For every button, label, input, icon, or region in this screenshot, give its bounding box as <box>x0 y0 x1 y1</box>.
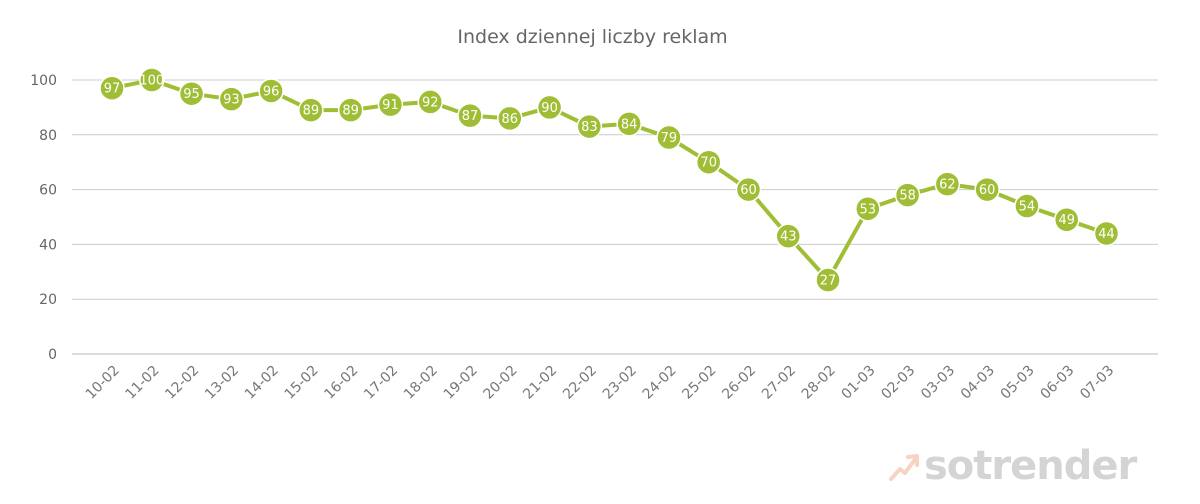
x-tick-label: 14-02 <box>242 363 282 403</box>
y-tick-label: 60 <box>39 183 57 199</box>
x-tick-label: 07-03 <box>1077 363 1117 403</box>
x-tick-label: 16-02 <box>321 363 361 403</box>
x-tick-label: 21-02 <box>520 363 560 403</box>
data-point <box>695 149 722 175</box>
x-tick-label: 02-03 <box>878 363 918 403</box>
data-point <box>258 78 284 104</box>
data-label: 79 <box>661 131 678 146</box>
x-tick-label: 22-02 <box>560 363 600 403</box>
data-point <box>735 176 762 203</box>
data-point <box>1053 206 1080 233</box>
data-label: 60 <box>979 183 996 198</box>
y-axis-ticks: 0 20 40 60 80 100 <box>30 73 57 363</box>
data-label: 43 <box>780 230 797 245</box>
data-label: 53 <box>860 202 877 217</box>
data-label: 91 <box>382 98 399 113</box>
data-label: 100 <box>139 74 164 89</box>
data-point <box>894 182 921 208</box>
data-label: 93 <box>223 93 240 108</box>
data-point <box>576 113 603 140</box>
x-tick-label: 05-03 <box>998 363 1038 403</box>
y-tick-label: 100 <box>30 73 57 89</box>
watermark-text: sotrender <box>924 443 1137 489</box>
data-point <box>139 67 165 93</box>
x-tick-label: 01-03 <box>839 363 879 403</box>
data-point <box>855 196 881 222</box>
data-point <box>974 176 1000 203</box>
data-label: 58 <box>899 189 916 204</box>
data-point <box>457 102 483 129</box>
x-tick-label: 20-02 <box>481 363 521 403</box>
x-tick-label: 11-02 <box>123 363 163 403</box>
data-label: 95 <box>183 87 200 102</box>
x-tick-label: 27-02 <box>759 363 799 403</box>
data-label: 89 <box>303 104 320 119</box>
data-label: 90 <box>541 101 558 116</box>
data-point <box>178 80 205 107</box>
y-tick-label: 40 <box>39 237 57 253</box>
x-tick-label: 19-02 <box>441 363 481 403</box>
x-tick-label: 18-02 <box>401 363 441 403</box>
data-point <box>934 171 961 197</box>
data-label: 27 <box>820 274 837 289</box>
data-point <box>218 86 245 112</box>
data-label: 84 <box>621 117 638 132</box>
grid-lines <box>72 79 1158 355</box>
data-point <box>377 91 404 118</box>
x-tick-label: 12-02 <box>162 363 202 403</box>
x-tick-label: 15-02 <box>282 363 322 403</box>
data-point <box>417 89 443 115</box>
data-point <box>815 267 841 293</box>
chart-title: Index dziennej liczby reklam <box>457 26 728 48</box>
y-tick-label: 80 <box>39 128 57 144</box>
data-label: 92 <box>422 95 439 110</box>
data-point <box>536 94 563 121</box>
x-tick-label: 25-02 <box>679 363 719 403</box>
data-point <box>1014 193 1040 219</box>
y-tick-label: 0 <box>48 347 57 363</box>
x-tick-label: 26-02 <box>719 363 759 403</box>
data-label: 44 <box>1098 227 1115 242</box>
x-tick-label: 24-02 <box>640 363 680 403</box>
data-label: 62 <box>939 178 956 193</box>
x-tick-label: 17-02 <box>361 363 401 403</box>
x-tick-label: 04-03 <box>958 363 998 403</box>
data-label: 97 <box>104 82 121 97</box>
data-label: 60 <box>740 183 757 198</box>
data-label: 70 <box>700 156 717 171</box>
x-tick-label: 28-02 <box>799 363 839 403</box>
data-point <box>99 75 125 101</box>
data-label: 49 <box>1058 213 1075 228</box>
x-tick-label: 13-02 <box>202 363 242 403</box>
x-tick-label: 10-02 <box>83 363 123 403</box>
data-point <box>497 105 523 132</box>
y-tick-label: 20 <box>39 292 57 308</box>
data-label: 54 <box>1019 200 1036 215</box>
data-label: 86 <box>502 112 519 127</box>
x-tick-label: 06-03 <box>1037 363 1077 403</box>
data-point <box>1093 220 1120 247</box>
data-label: 87 <box>462 109 479 124</box>
data-points: 97 100 95 93 96 89 89 91 92 87 86 90 83 84 79 70 60 43 27 5… <box>99 67 1120 293</box>
data-point <box>337 97 364 123</box>
data-point <box>616 111 642 137</box>
sotrender-watermark: sotrender <box>888 443 1137 489</box>
data-label: 89 <box>342 104 359 119</box>
data-point <box>656 124 682 151</box>
x-axis-ticks: 10-02 11-02 12-02 13-02 14-02 15-02 16-02 17-02… <box>83 363 1118 403</box>
data-point <box>775 223 802 249</box>
data-point <box>298 97 324 123</box>
x-tick-label: 03-03 <box>918 363 958 403</box>
data-label: 83 <box>581 120 598 135</box>
trend-arrow-icon <box>889 454 919 481</box>
x-tick-label: 23-02 <box>600 363 640 403</box>
data-label: 96 <box>263 84 280 99</box>
